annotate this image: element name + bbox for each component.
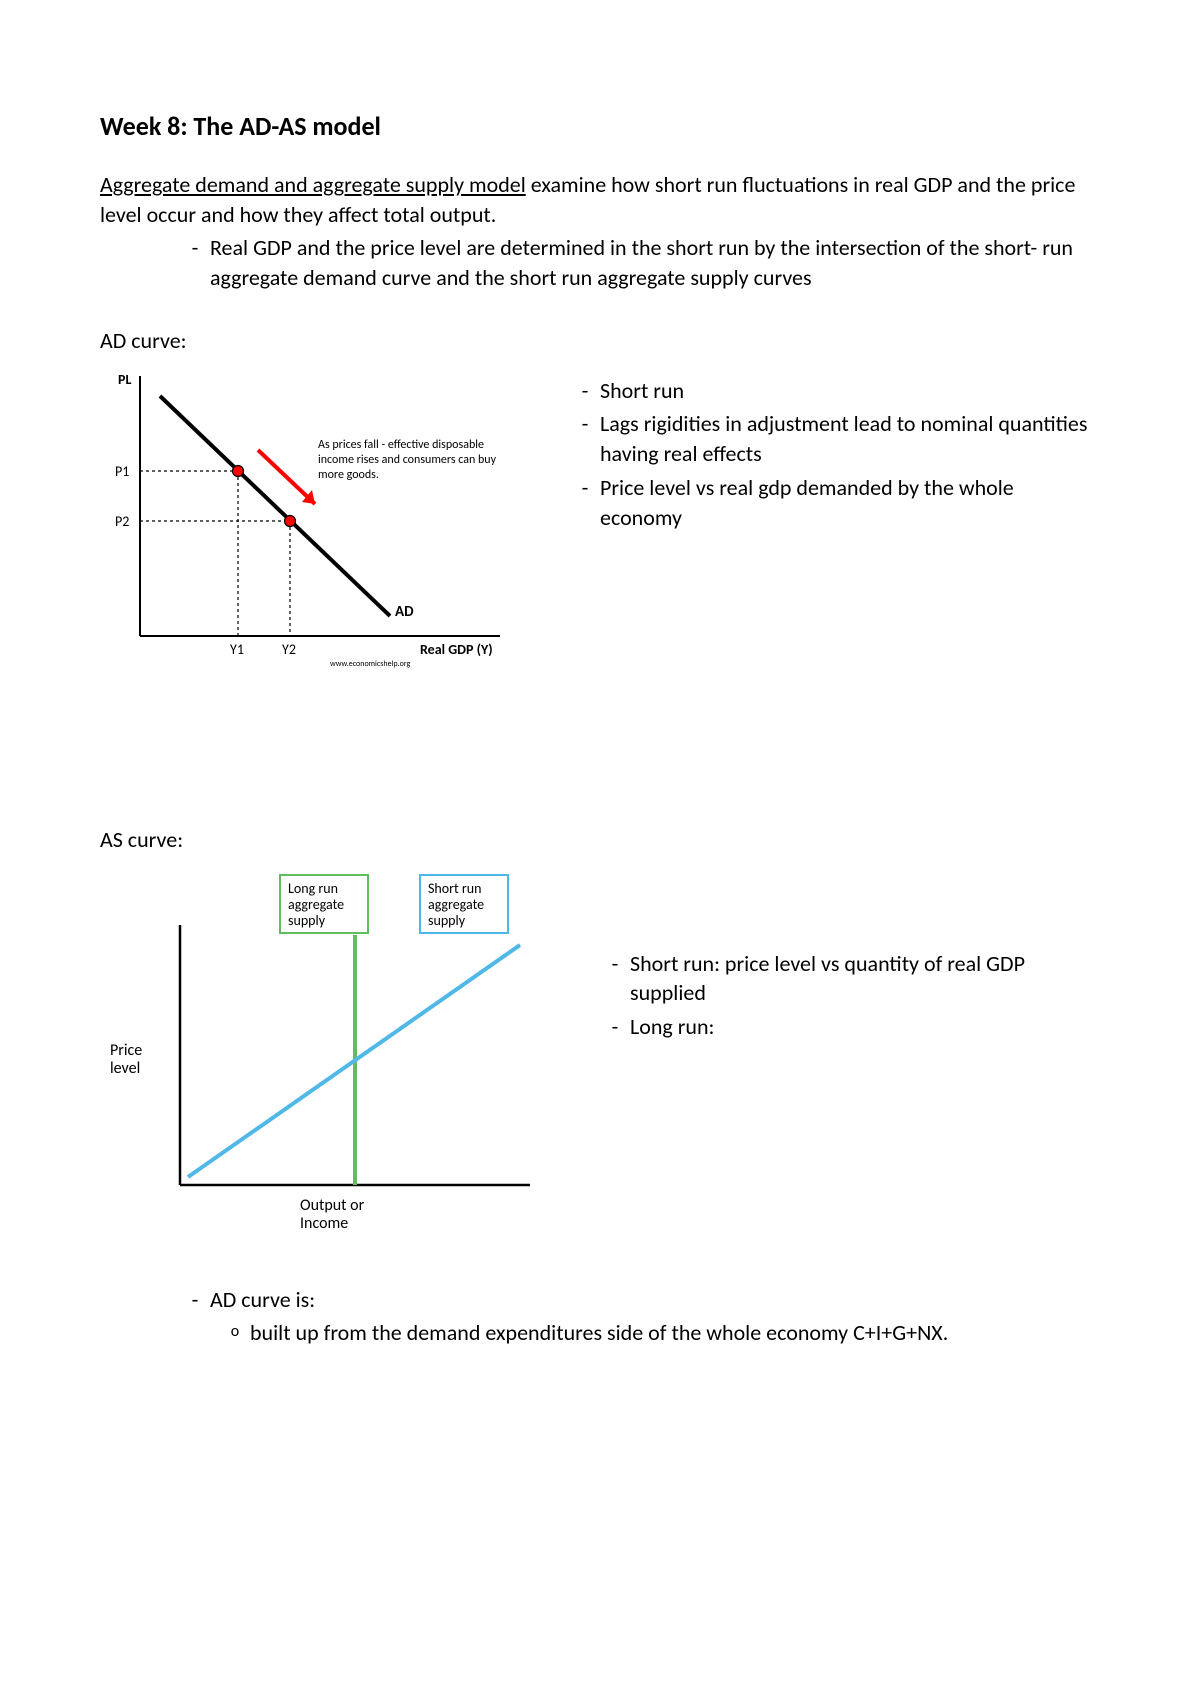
intro-underlined: Aggregate demand and aggregate supply mo… <box>100 171 526 198</box>
bottom-sub: built up from the demand expenditures si… <box>250 1318 948 1348</box>
ad-section: PL P1 P2 Y1 Y2 AD Real GDP (Y) As prices… <box>100 366 1100 676</box>
intro-bullet-text: Real GDP and the price level are determi… <box>210 233 1100 292</box>
ad-caption-3: more goods. <box>318 468 379 482</box>
as-chart: Long run aggregate supply Short run aggr… <box>100 865 570 1245</box>
bullet-dash: - <box>180 233 210 263</box>
as-chart-svg: Long run aggregate supply Short run aggr… <box>100 865 570 1245</box>
as-note-1: Long run: <box>630 1012 714 1042</box>
ad-caption-1: As prices fall - effective disposable <box>318 438 484 452</box>
as-section: Long run aggregate supply Short run aggr… <box>100 865 1100 1245</box>
lras-box-1: Long run <box>288 880 338 897</box>
ad-note-0: Short run <box>600 376 684 406</box>
as-ylabel-1: Price <box>110 1041 142 1060</box>
ad-caption-2: income rises and consumers can buy <box>318 453 497 467</box>
axis-pl: PL <box>118 371 131 388</box>
lras-box-2: aggregate <box>288 896 344 913</box>
sras-box-3: supply <box>428 912 466 929</box>
p1-label: P1 <box>115 463 129 480</box>
document-page: Week 8: The AD-AS model Aggregate demand… <box>0 0 1200 1698</box>
page-title: Week 8: The AD-AS model <box>100 110 1100 142</box>
as-xlabel-1: Output or <box>300 1196 365 1215</box>
ad-note-2: Price level vs real gdp demanded by the … <box>600 473 1100 532</box>
bullet-dash: - <box>180 1285 210 1315</box>
ad-credit: www.economicshelp.org <box>330 659 411 669</box>
ad-chart: PL P1 P2 Y1 Y2 AD Real GDP (Y) As prices… <box>100 366 540 676</box>
as-curve-label: AS curve: <box>100 826 1100 853</box>
as-xlabel-2: Income <box>300 1214 348 1233</box>
x-axis-label: Real GDP (Y) <box>420 641 493 658</box>
as-note-0: Short run: price level vs quantity of re… <box>630 949 1100 1008</box>
as-ylabel-2: level <box>110 1059 140 1078</box>
ad-line-label: AD <box>395 603 414 621</box>
as-notes: -Short run: price level vs quantity of r… <box>600 865 1100 1042</box>
ad-chart-svg: PL P1 P2 Y1 Y2 AD Real GDP (Y) As prices… <box>100 366 540 676</box>
bottom-block: - AD curve is: o built up from the deman… <box>180 1285 1100 1348</box>
ad-note-1: Lags rigidities in adjustment lead to no… <box>600 409 1100 468</box>
y2-label: Y2 <box>282 641 296 658</box>
bottom-bullet: AD curve is: <box>210 1285 315 1315</box>
sras-box-1: Short run <box>428 880 482 897</box>
y1-label: Y1 <box>230 641 244 658</box>
bullet-circle: o <box>220 1318 250 1343</box>
ad-notes: -Short run -Lags rigidities in adjustmen… <box>570 366 1100 532</box>
p2-label: P2 <box>115 513 129 530</box>
lras-box-3: supply <box>288 912 326 929</box>
sras-box-2: aggregate <box>428 896 484 913</box>
ad-curve-label: AD curve: <box>100 327 1100 354</box>
intro-paragraph: Aggregate demand and aggregate supply mo… <box>100 170 1100 229</box>
intro-bullet-block: - Real GDP and the price level are deter… <box>180 233 1100 292</box>
